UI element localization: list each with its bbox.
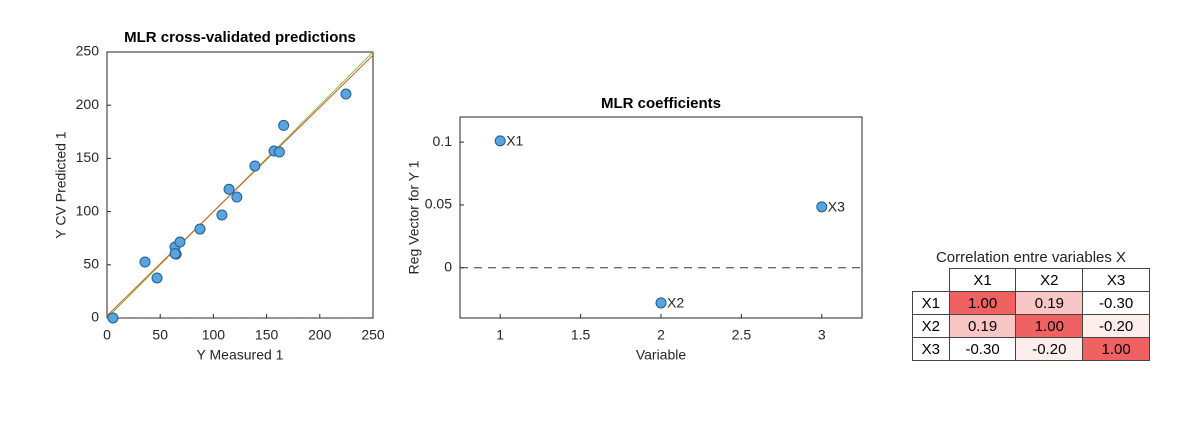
x-tick-label: 1 [496,327,504,343]
x-tick-label: 50 [152,327,168,343]
reference-line [106,54,374,317]
cell: 0.19 [948,314,1017,338]
correlation-table: Correlation entre variables X X1 X2 X3 X1 1.… [912,248,1150,361]
column-header: X3 [1082,268,1150,292]
x-axis-label: Variable [636,347,687,363]
data-point [816,201,828,213]
table-row: X1 1.00 0.19 -0.30 [912,291,1150,315]
data-point [139,256,151,268]
cell: 1.00 [1082,337,1150,361]
point-label: X2 [667,295,684,311]
data-point [249,160,261,172]
x-tick-label: 200 [308,327,332,343]
table-title: Correlation entre variables X [935,249,1127,266]
header-row: X1 X2 X3 [913,268,1150,292]
chart-title: MLR cross-validated predictions [124,29,356,46]
plot-area [459,116,863,319]
table-row: X3 -0.30 -0.20 1.00 [912,337,1150,361]
data-point [340,88,352,100]
y-tick-label: 0 [444,258,452,274]
x-axis-label: Y Measured 1 [197,347,284,363]
y-tick-label: 0 [91,309,99,325]
x-tick-label: 150 [255,327,279,343]
data-point [169,248,181,260]
data-point [273,146,285,158]
data-point [655,297,667,309]
row-header: X3 [912,337,950,361]
cell: 1.00 [948,291,1017,315]
data-point [174,236,186,248]
point-label: X1 [506,133,523,149]
y-tick-label: 150 [76,149,100,165]
y-tick-label: 250 [76,43,100,59]
y-axis-label: Y CV Predicted 1 [53,131,69,238]
data-point [231,191,243,203]
cell: -0.20 [1082,314,1150,338]
column-header: X2 [1015,268,1084,292]
charts: MLR cross-validated predictions Y Measure… [53,29,863,363]
y-tick-label: 0.05 [425,196,452,212]
x-tick-label: 250 [361,327,385,343]
data-point [223,183,235,195]
row-header: X1 [912,291,950,315]
x-tick-label: 100 [202,327,226,343]
table: X1 X2 X3 X1 1.00 0.19 -0.30 X2 0.19 1.00 -0.20 X3 -0… [912,268,1150,361]
data-point [216,209,228,221]
y-tick-label: 100 [76,202,100,218]
x-tick-label: 1.5 [571,327,591,343]
y-tick-label: 0.1 [433,133,453,149]
y-axis-label: Reg Vector for Y 1 [406,160,422,274]
x-tick-label: 2 [657,327,665,343]
data-point [107,312,119,324]
data-point [151,272,163,284]
column-header: X1 [948,268,1017,292]
x-tick-label: 3 [818,327,826,343]
y-tick-label: 50 [83,256,99,272]
x-tick-label: 0 [103,327,111,343]
cell: -0.30 [1082,291,1150,315]
point-label: X3 [828,199,845,215]
data-point [194,223,206,235]
x-tick-label: 2.5 [732,327,752,343]
data-point [494,135,506,147]
cell: -0.20 [1015,337,1084,361]
cell: 0.19 [1015,291,1084,315]
chart-title: MLR coefficients [601,95,721,112]
corner [913,269,950,292]
table-row: X2 0.19 1.00 -0.20 [912,314,1150,338]
data-point [278,119,290,131]
row-header: X2 [912,314,950,338]
cell: 1.00 [1015,314,1084,338]
cell: -0.30 [948,337,1017,361]
y-tick-label: 200 [76,96,100,112]
